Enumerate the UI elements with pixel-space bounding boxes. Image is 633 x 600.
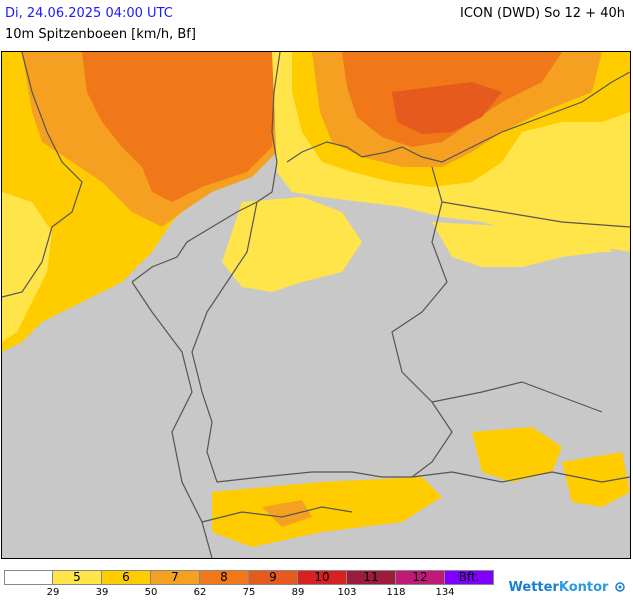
brand-name-part2: Kontor bbox=[558, 580, 609, 595]
legend-class-bft12: 12 bbox=[396, 570, 445, 585]
tick-label: 118 bbox=[386, 587, 406, 598]
tick-label: 62 bbox=[193, 587, 207, 598]
tick-label: 89 bbox=[291, 587, 305, 598]
border-de-west bbox=[191, 201, 258, 483]
tick-label: 103 bbox=[337, 587, 357, 598]
tick-label: 50 bbox=[144, 587, 158, 598]
color-legend: 5 6 7 8 9 10 11 12 Bft. bbox=[4, 570, 494, 586]
legend-class-bft6: 6 bbox=[102, 570, 151, 585]
gust-area-bft8-northsea bbox=[82, 52, 277, 202]
tick-label: 29 bbox=[46, 587, 60, 598]
legend-class-bft8: 8 bbox=[200, 570, 249, 585]
border-cz bbox=[431, 381, 603, 413]
gust-map-canvas bbox=[2, 52, 630, 558]
gust-area-bft6-alps bbox=[212, 477, 442, 547]
legend-class-bft7: 7 bbox=[151, 570, 200, 585]
legend-class-0 bbox=[4, 570, 53, 585]
legend-class-bft5: 5 bbox=[53, 570, 102, 585]
legend-class-bft10: 10 bbox=[298, 570, 347, 585]
brand-name-part1: Wetter bbox=[508, 580, 559, 595]
legend-class-bft11: 11 bbox=[347, 570, 396, 585]
borders-layer bbox=[2, 52, 630, 558]
border-de-south bbox=[216, 471, 412, 483]
border-at bbox=[411, 471, 630, 483]
tick-label: 75 bbox=[242, 587, 256, 598]
gust-area-bft5-central bbox=[222, 197, 362, 292]
legend-class-bft-above: Bft. bbox=[445, 570, 494, 585]
coastline-baltic bbox=[286, 71, 630, 163]
wetterkontor-logo[interactable]: WetterKontor bbox=[509, 580, 625, 595]
wetterkontor-logo-icon bbox=[615, 582, 625, 592]
tick-label: 134 bbox=[435, 587, 455, 598]
border-pl bbox=[441, 201, 630, 228]
legend-class-bft9: 9 bbox=[249, 570, 298, 585]
border-de-east bbox=[391, 166, 453, 478]
legend-kmh-ticks: 29 39 50 62 75 89 103 118 134 bbox=[4, 587, 504, 600]
gust-area-bft5-westcoast bbox=[2, 192, 52, 342]
gust-area-bft9-baltic bbox=[392, 82, 502, 134]
border-fr bbox=[131, 281, 213, 558]
tick-label: 39 bbox=[95, 587, 109, 598]
gust-area-bft6-southeast bbox=[472, 427, 562, 482]
forecast-datetime: Di, 24.06.2025 04:00 UTC bbox=[5, 6, 173, 21]
border-ch bbox=[201, 506, 353, 523]
parameter-label: 10m Spitzenboeen [km/h, Bf] bbox=[5, 27, 196, 42]
gust-map bbox=[1, 51, 631, 559]
coastline-continent bbox=[131, 52, 281, 283]
gust-area-bft5-east bbox=[432, 222, 612, 267]
coastline-uk bbox=[2, 52, 83, 298]
gust-area-bft6-east bbox=[562, 452, 630, 507]
gust-area-bft7-alps bbox=[262, 500, 312, 527]
model-run-label: ICON (DWD) So 12 + 40h bbox=[460, 6, 625, 21]
